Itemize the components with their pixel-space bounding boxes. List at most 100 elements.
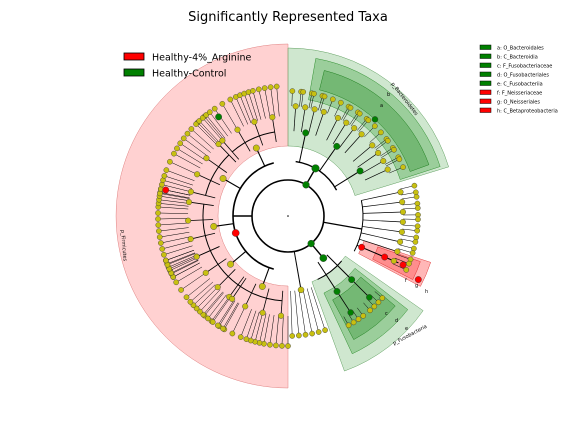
prot-edge-6	[359, 238, 398, 252]
clade-letter-c: c	[385, 311, 388, 317]
other-edge-0	[310, 287, 326, 331]
bact-b13-leaf-1	[329, 96, 336, 103]
legend-label-arginine: Healthy-4%_Arginine	[152, 53, 251, 64]
firm-a32-leaf-0	[156, 228, 162, 234]
firm-a50-edge-0	[195, 123, 218, 146]
other-leaf-0	[322, 327, 328, 333]
bact-order-node-b3	[356, 167, 364, 175]
prot-node-4	[398, 229, 405, 236]
firm-a51-edge-0	[214, 108, 232, 134]
firm-a41-edge-2	[173, 153, 201, 169]
firm-a11-edge-2	[254, 312, 263, 342]
prot-node-3	[399, 219, 406, 226]
root-point	[287, 215, 289, 217]
firm-a40-edge-3	[162, 179, 192, 189]
bact-b30-leaf-0	[378, 129, 384, 136]
firm-fam-node-a50	[219, 137, 226, 144]
firm-a51-edge-1	[222, 103, 238, 130]
bact-b23-leaf-1	[372, 123, 378, 129]
prot-4-leaf-0	[414, 227, 420, 234]
bact-fam-edge-b30	[352, 145, 373, 162]
firm-genus-node-red	[162, 186, 170, 194]
bact-fam-node-b21	[343, 119, 350, 126]
other-edge	[293, 251, 302, 290]
firm-a23-edge-3	[168, 255, 197, 268]
firm-a23-edge-2	[169, 257, 198, 271]
firm-a33-edge-4	[160, 192, 190, 199]
bact-fam-node-b10	[292, 103, 299, 110]
firm-a52-edge-1	[239, 95, 252, 124]
firm-a52-leaf-4	[250, 88, 256, 94]
firm-fam-arc-a1	[237, 284, 283, 302]
prot-node-7	[390, 257, 397, 264]
firm-fam-node-a30	[193, 253, 200, 260]
firm-order-node-a4	[219, 175, 227, 182]
firm-a10-edge-3	[269, 314, 275, 345]
firm-fam-edge-a11	[262, 288, 270, 313]
firm-a31-leaf-1	[159, 246, 166, 252]
other-edge-1	[306, 288, 319, 333]
bact-fam-node-b33	[384, 166, 391, 173]
taxa-key-d: d: O_Fusobacteriales	[497, 73, 549, 79]
firm-a20-edge-3	[207, 294, 227, 319]
firm-a50-edge-4	[209, 112, 229, 137]
bact-fam-edge-b21	[332, 122, 347, 145]
firm-a53-leaf-1	[261, 85, 268, 91]
bact-b11-leaf-0	[300, 89, 307, 95]
firm-a11-edge-0	[263, 314, 270, 344]
firm-fam-node-a31	[187, 236, 194, 243]
firm-a40-edge-4	[164, 175, 193, 186]
firm-fam-node-a51	[234, 126, 241, 133]
taxa-legend: a: O_Bacteroidales b: C_Bacteroidia c: F…	[479, 44, 558, 115]
taxa-swatch-g	[479, 98, 492, 104]
firm-fam-edge-a41	[196, 173, 221, 186]
firm-a20-leaf-1	[215, 322, 221, 329]
fuso-fam-node-f1	[366, 294, 373, 301]
legend-label-control: Healthy-Control	[152, 69, 226, 80]
firm-fam-edge-a20	[231, 277, 247, 300]
node-layer	[155, 83, 422, 349]
firm-fam-edge-a51	[237, 129, 251, 152]
firm-a52-edge-0	[235, 96, 249, 125]
firm-fam-node-a12	[242, 303, 249, 310]
firm-a30-edge-4	[165, 249, 195, 261]
firm-fam-arc-a5	[231, 131, 275, 153]
firm-fam-edge-a50	[222, 140, 240, 160]
bact-fam-node-b20	[334, 114, 341, 121]
taxa-key-b: b: C_Bacteroidia	[497, 55, 538, 61]
firm-a42-edge-2	[183, 138, 208, 157]
other-edge-2	[302, 289, 313, 334]
firm-a10-leaf-3	[267, 341, 273, 348]
taxa-swatch-a	[479, 44, 492, 50]
firm-a22-edge-1	[180, 272, 206, 291]
firm-a10-edge-2	[275, 315, 279, 346]
firm-class-arc	[232, 162, 274, 270]
other-node	[297, 286, 305, 294]
other-edge-5	[290, 290, 293, 336]
bact-fam-edge-b13	[315, 111, 325, 136]
firm-a40-leaf-4	[161, 173, 168, 179]
bact-b22-leaf-0	[356, 110, 363, 117]
fuso-order-edge-f2	[317, 261, 338, 292]
clade-letter-e: e	[405, 326, 408, 332]
prot-edge-0	[361, 191, 401, 201]
firm-a50-leaf-4	[206, 109, 213, 115]
beta-genus-node	[414, 276, 422, 283]
prot-7-leaf-1	[403, 267, 410, 273]
firm-a20-leaf-2	[210, 319, 216, 325]
firm-a51-leaf-2	[227, 96, 234, 103]
firm-a53-edge-0	[258, 89, 266, 119]
firm-fam-edge-a30	[196, 246, 220, 258]
taxa-key-g: g: O_Neisseriales	[497, 100, 540, 106]
beta-class-node	[358, 243, 366, 251]
prot-2-leaf-0	[414, 205, 421, 211]
prot-6-leaf-0	[409, 250, 416, 256]
bact-fam-edge-b22	[338, 127, 355, 149]
prot-node-1	[399, 198, 406, 205]
firm-a41-leaf-0	[163, 167, 170, 173]
prot-phylum-edge	[323, 221, 362, 230]
firm-fam-node-a42	[203, 155, 210, 162]
firm-fam-edge-a33	[188, 201, 214, 206]
firm-a51-leaf-1	[219, 100, 226, 107]
